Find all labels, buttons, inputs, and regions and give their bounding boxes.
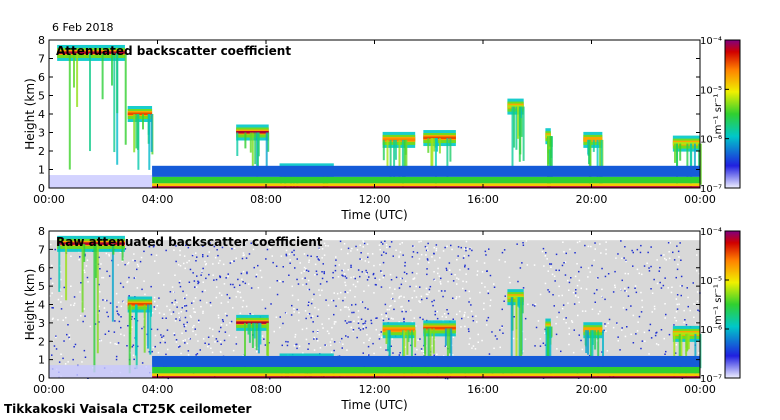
y-tick-label: 3 xyxy=(38,317,45,330)
x-tick-label: 00:00 xyxy=(33,193,65,206)
x-tick-label: 00:00 xyxy=(684,383,716,396)
y-tick-label: 0 xyxy=(38,182,45,195)
x-tick-label: 08:00 xyxy=(250,193,282,206)
y-axis-label: Height (km) xyxy=(23,78,37,149)
x-tick-label: 16:00 xyxy=(467,383,499,396)
cloud-layer-9 xyxy=(672,135,702,188)
colorbar-tick-label: 10⁻⁴ xyxy=(700,227,722,238)
y-tick-label: 5 xyxy=(38,90,45,103)
y-tick-label: 6 xyxy=(38,262,45,275)
colorbar-tick-label: 10⁻⁶ xyxy=(700,135,722,146)
colorbar-unit-label: m⁻¹ sr⁻¹ xyxy=(713,284,724,325)
footer-label: Tikkakoski Vaisala CT25K ceilometer xyxy=(4,402,252,416)
x-tick-label: 04:00 xyxy=(142,383,174,396)
y-tick-label: 0 xyxy=(38,372,45,385)
x-tick-label: 20:00 xyxy=(576,193,608,206)
cloud-layer-6 xyxy=(507,289,524,376)
y-tick-label: 8 xyxy=(38,225,45,238)
cloud-layer-1 xyxy=(127,296,153,374)
near-surface-haze xyxy=(49,175,153,188)
panel-title: Raw attenuated backscatter coefficient xyxy=(56,235,323,249)
boundary-layer xyxy=(152,355,700,378)
y-tick-label: 2 xyxy=(38,145,45,158)
y-tick-label: 7 xyxy=(38,53,45,66)
colorbar-unit-label: m⁻¹ sr⁻¹ xyxy=(713,94,724,135)
cloud-layer-8 xyxy=(583,322,604,379)
x-tick-label: 00:00 xyxy=(684,193,716,206)
cloud-layer-7 xyxy=(545,318,553,368)
panel-raw: 0 1 2 3 4 5 6 7 8 00:00 04:00 08:00 12:00 16:00 20:00 0… xyxy=(23,225,741,412)
x-tick-label: 04:00 xyxy=(142,193,174,206)
cloud-layer-5 xyxy=(423,130,456,188)
colorbar-tick-label: 10⁻⁷ xyxy=(700,374,722,385)
y-tick-label: 4 xyxy=(38,299,45,312)
x-axis-label: Time (UTC) xyxy=(340,208,407,222)
y-tick-label: 8 xyxy=(38,34,45,47)
cloud-layer-2 xyxy=(236,124,270,177)
colorbar-tick-label: 10⁻⁵ xyxy=(700,85,722,96)
y-tick-label: 1 xyxy=(38,354,45,367)
y-tick-label: 5 xyxy=(38,280,45,293)
y-tick-label: 4 xyxy=(38,108,45,121)
panel-attenuated: 0 1 2 3 4 5 6 7 8 00:00 04:00 08:00 12:00 16:00 20:00 0… xyxy=(23,34,741,222)
cloud-layer-5 xyxy=(423,320,456,375)
cloud-layer-4 xyxy=(382,322,417,377)
cloud-layer-1 xyxy=(127,106,154,170)
cloud-layer-2 xyxy=(236,314,270,372)
x-axis-label: Time (UTC) xyxy=(340,398,407,412)
cloud-layer-0 xyxy=(57,44,127,170)
x-tick-label: 16:00 xyxy=(467,193,499,206)
cloud-layer-0 xyxy=(57,235,125,373)
y-tick-label: 6 xyxy=(38,71,45,84)
cloud-layer-7 xyxy=(545,128,553,188)
cloud-layer-4 xyxy=(382,131,416,187)
x-tick-label: 12:00 xyxy=(359,383,391,396)
y-tick-label: 1 xyxy=(38,164,45,177)
colorbar-tick-label: 10⁻⁷ xyxy=(700,184,722,195)
cloud-layer-6 xyxy=(507,98,525,170)
backscatter-features xyxy=(49,235,702,379)
colorbar-tick-label: 10⁻⁵ xyxy=(700,276,722,287)
cloud-layer-8 xyxy=(583,131,604,187)
y-tick-label: 2 xyxy=(38,335,45,348)
x-tick-label: 00:00 xyxy=(33,383,65,396)
colorbar-tick-label: 10⁻⁴ xyxy=(700,36,722,47)
y-tick-label: 3 xyxy=(38,127,45,140)
colorbar xyxy=(724,230,741,379)
near-surface-haze xyxy=(49,365,153,378)
x-tick-label: 20:00 xyxy=(576,383,608,396)
backscatter-features xyxy=(49,44,702,189)
y-tick-label: 7 xyxy=(38,243,45,256)
x-tick-label: 12:00 xyxy=(359,193,391,206)
boundary-layer xyxy=(152,165,700,188)
colorbar xyxy=(724,39,741,189)
date-label: 6 Feb 2018 xyxy=(52,21,113,34)
panel-title: Attenuated backscatter coefficient xyxy=(56,44,291,58)
colorbar-tick-label: 10⁻⁶ xyxy=(700,325,722,336)
x-tick-label: 08:00 xyxy=(250,383,282,396)
y-axis-label: Height (km) xyxy=(23,269,37,340)
